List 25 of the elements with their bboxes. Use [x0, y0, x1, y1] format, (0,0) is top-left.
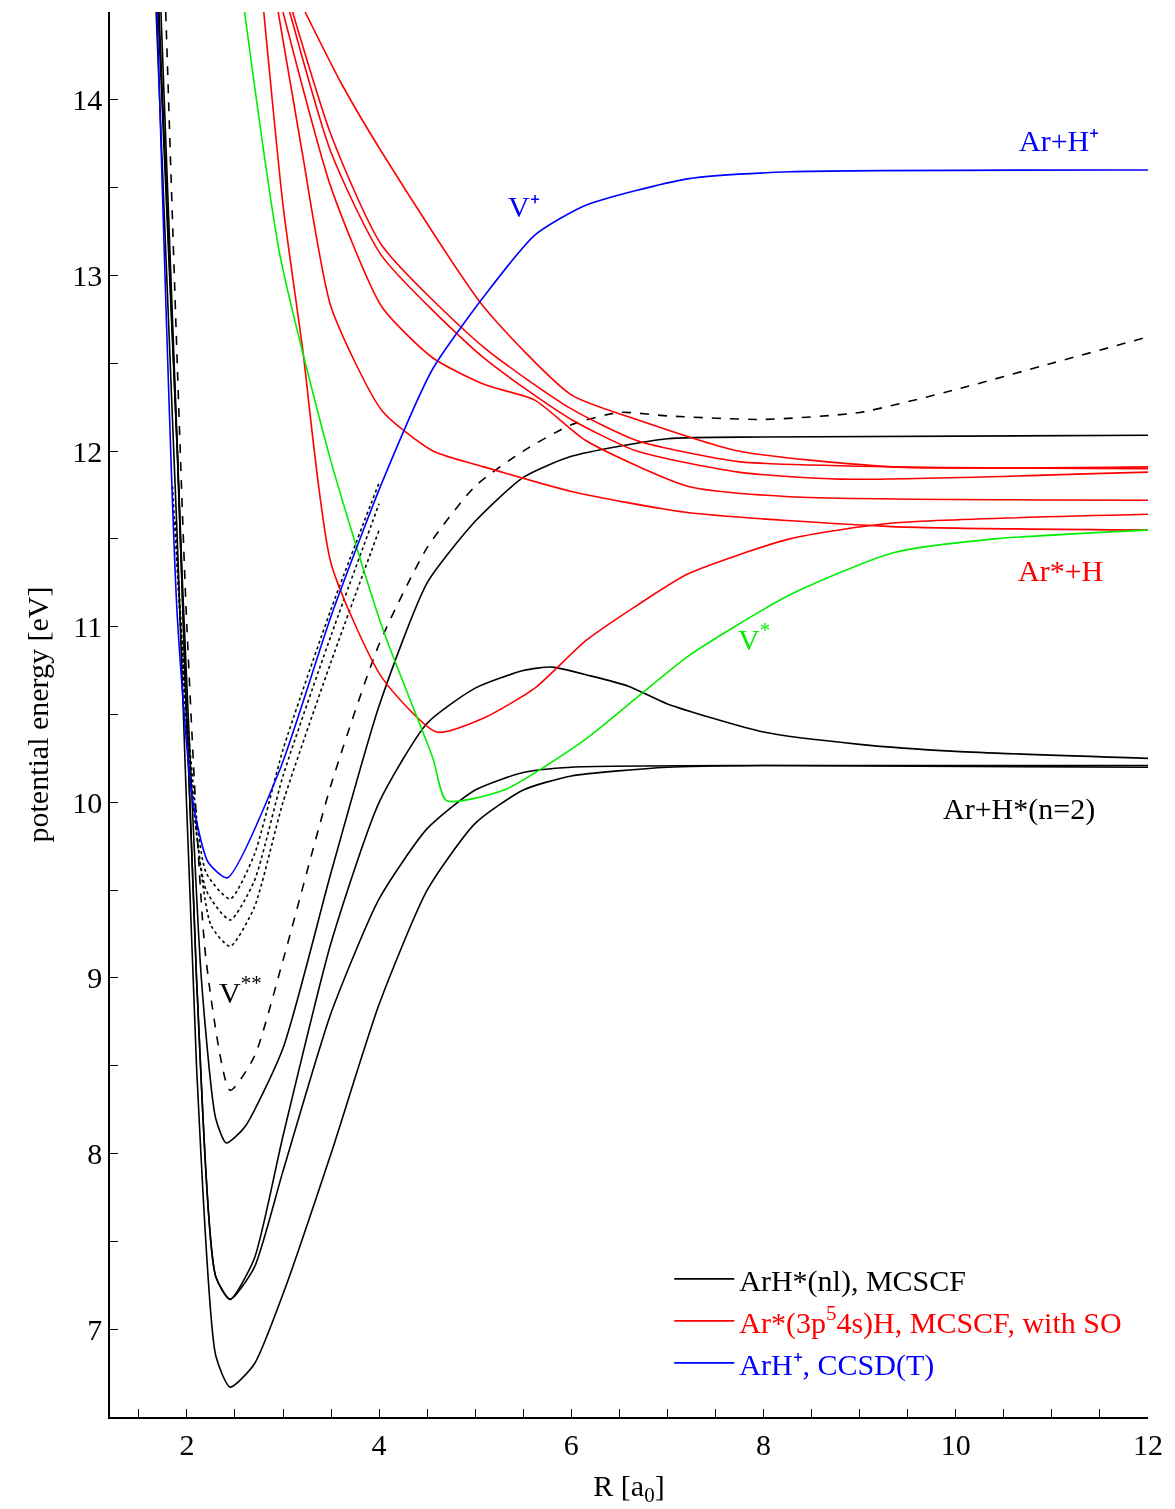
- annotation: Ar+H*(n=2): [943, 792, 1096, 826]
- y-tick-label: 8: [87, 1137, 103, 1171]
- annotation: Ar+H⁺: [1019, 124, 1100, 157]
- y-tick-label: 10: [72, 785, 103, 819]
- y-tick-label: 7: [87, 1312, 103, 1346]
- x-tick-label: 10: [940, 1427, 971, 1461]
- y-tick-label: 12: [72, 434, 103, 468]
- annotation: V$^{**}$: [219, 971, 262, 1009]
- x-tick-label: 6: [563, 1427, 579, 1461]
- x-tick-label: 4: [371, 1427, 387, 1461]
- y-tick-label: 14: [72, 83, 103, 117]
- x-tick-label: 12: [1133, 1427, 1163, 1461]
- y-tick-label: 13: [72, 258, 103, 292]
- x-tick-label: 2: [179, 1427, 195, 1461]
- legend-label: Ar*(3p$^{5}$4s)H, MCSCF, with SO: [739, 1301, 1122, 1340]
- legend-label: ArH*(nl), MCSCF: [739, 1263, 966, 1298]
- y-tick-label: 11: [73, 610, 103, 644]
- y-axis-title: potential energy [eV]: [20, 586, 54, 843]
- x-axis-title: R [a$_{0}$]: [593, 1468, 665, 1508]
- y-tick-label: 9: [87, 961, 103, 995]
- annotation: Ar*+H: [1018, 554, 1104, 587]
- x-tick-label: 8: [756, 1427, 772, 1461]
- legend-label: ArH⁺, CCSD(T): [739, 1347, 935, 1382]
- annotation: V$^{*}$: [738, 618, 771, 656]
- annotation: V⁺: [508, 190, 540, 223]
